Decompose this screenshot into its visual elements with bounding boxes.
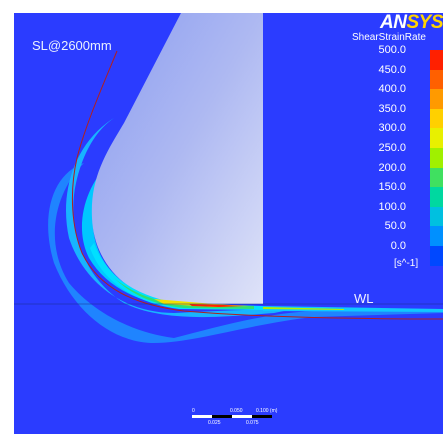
scale-label-0100: 0.100 (m) bbox=[256, 408, 278, 414]
wake-line bbox=[263, 306, 443, 312]
scale-seg-1 bbox=[192, 415, 212, 418]
scale-label-0050: 0.050 bbox=[230, 408, 243, 414]
legend-swatch bbox=[430, 50, 443, 70]
legend-tick-label: 450.0 bbox=[378, 63, 406, 76]
legend-tick-label: 500.0 bbox=[378, 44, 406, 56]
scale-seg-2 bbox=[212, 415, 232, 418]
legend-swatch bbox=[430, 89, 443, 109]
legend-tick-label: 250.0 bbox=[378, 142, 406, 154]
legend-tick-label: 50.0 bbox=[384, 220, 406, 233]
legend-swatch bbox=[430, 108, 443, 129]
shear-band-red bbox=[189, 304, 244, 307]
flow-field bbox=[14, 13, 443, 343]
legend-swatch bbox=[430, 167, 443, 188]
cfd-viewport[interactable]: SL@2600mm WL ANSYS ShearStrainRate 500.0… bbox=[14, 13, 443, 434]
waterline-label: WL bbox=[354, 291, 374, 306]
ansys-logo: ANSYS bbox=[380, 13, 443, 33]
scale-label-0075: 0.075 bbox=[246, 420, 259, 426]
legend-tick-label: 100.0 bbox=[378, 200, 406, 213]
scale-seg-3 bbox=[232, 415, 252, 418]
legend-tick-label: 0.0 bbox=[390, 240, 406, 252]
wake-line-yellow bbox=[263, 307, 344, 310]
legend-swatch bbox=[430, 246, 443, 266]
legend-swatch bbox=[430, 226, 443, 246]
streamline-curve bbox=[71, 50, 443, 320]
legend-tick-label: 300.0 bbox=[378, 122, 406, 135]
legend-swatch bbox=[430, 69, 443, 90]
shear-band-cyan bbox=[90, 243, 263, 310]
legend-title: ShearStrainRate bbox=[352, 32, 426, 43]
legend-swatch bbox=[430, 206, 443, 227]
scale-bar: 0 0.050 0.100 (m) 0.025 0.075 bbox=[190, 408, 300, 430]
legend-swatch bbox=[430, 187, 443, 207]
legend-swatch bbox=[430, 128, 443, 148]
streamline-label: SL@2600mm bbox=[32, 38, 112, 53]
legend-unit: [s^-1] bbox=[394, 257, 419, 269]
scale-seg-4 bbox=[252, 415, 272, 418]
scale-label-0025: 0.025 bbox=[208, 420, 221, 426]
legend-tick-label: 350.0 bbox=[378, 102, 406, 115]
legend-swatch bbox=[430, 148, 443, 168]
legend-tick-label: 150.0 bbox=[378, 181, 406, 194]
scale-label-0: 0 bbox=[192, 408, 195, 414]
shear-band-yellow bbox=[154, 299, 249, 307]
hull-body bbox=[91, 13, 264, 304]
legend-tick-label: 200.0 bbox=[378, 161, 406, 174]
legend-tick-label: 400.0 bbox=[378, 83, 406, 96]
